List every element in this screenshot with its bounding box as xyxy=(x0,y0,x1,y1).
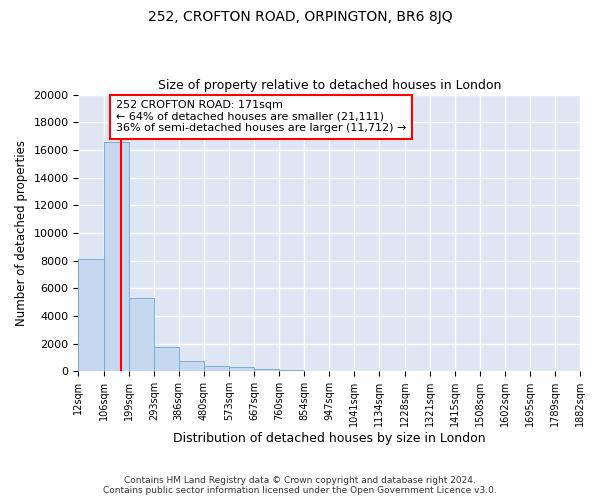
Title: Size of property relative to detached houses in London: Size of property relative to detached ho… xyxy=(158,79,501,92)
Bar xyxy=(204,366,229,371)
Bar xyxy=(229,368,254,371)
Y-axis label: Number of detached properties: Number of detached properties xyxy=(15,140,28,326)
Bar xyxy=(79,259,104,371)
Text: 252 CROFTON ROAD: 171sqm
← 64% of detached houses are smaller (21,111)
36% of se: 252 CROFTON ROAD: 171sqm ← 64% of detach… xyxy=(116,100,406,134)
Bar xyxy=(279,370,304,371)
Bar xyxy=(154,347,179,371)
Text: Contains HM Land Registry data © Crown copyright and database right 2024.
Contai: Contains HM Land Registry data © Crown c… xyxy=(103,476,497,495)
X-axis label: Distribution of detached houses by size in London: Distribution of detached houses by size … xyxy=(173,432,485,445)
Bar xyxy=(128,298,154,371)
Bar xyxy=(104,142,128,371)
Bar xyxy=(254,369,279,371)
Text: 252, CROFTON ROAD, ORPINGTON, BR6 8JQ: 252, CROFTON ROAD, ORPINGTON, BR6 8JQ xyxy=(148,10,452,24)
Bar xyxy=(179,361,204,371)
